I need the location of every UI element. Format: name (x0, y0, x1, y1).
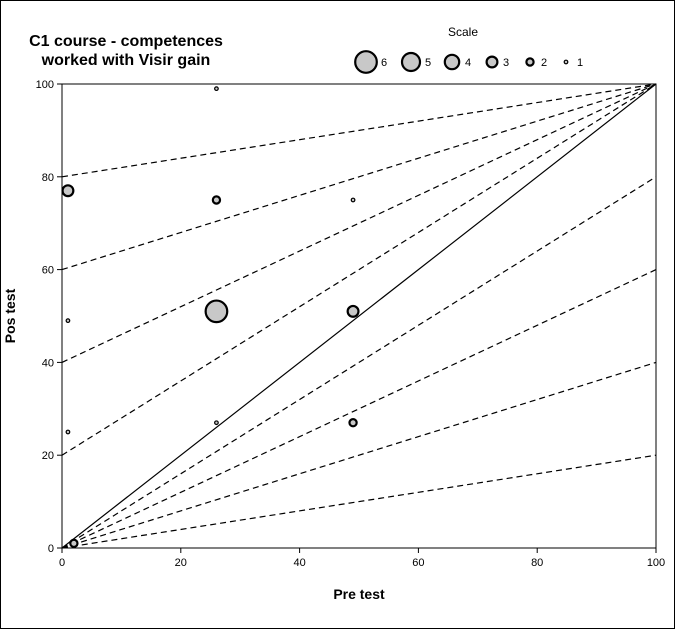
legend-marker-5 (400, 51, 422, 73)
legend-marker-3 (485, 55, 499, 69)
legend-label-6: 6 (381, 57, 387, 69)
x-tick-label-1: 20 (175, 557, 187, 569)
data-point-4 (211, 195, 222, 205)
x-axis-label: Pre test (333, 586, 385, 602)
y-tick-label-5: 100 (36, 79, 54, 91)
legend-label-4: 4 (465, 57, 471, 69)
legend-marker-2 (525, 57, 535, 67)
data-point-3 (214, 86, 219, 92)
y-tick-label-0: 0 (48, 543, 54, 555)
gain-line-upper-3 (61, 83, 657, 456)
gain-line-lower-0 (61, 176, 657, 549)
data-point-8 (346, 304, 360, 318)
legend-marker-4 (443, 53, 461, 71)
identity-line (61, 83, 657, 549)
legend-label-3: 3 (503, 57, 509, 69)
data-point-5 (204, 299, 229, 324)
y-axis-label: Pos test (2, 288, 18, 343)
data-point-9 (348, 418, 358, 428)
y-tick-label-2: 40 (42, 357, 54, 369)
chart-title: C1 course - competences worked with Visi… (6, 32, 246, 70)
legend-label-5: 5 (425, 57, 431, 69)
legend-label-2: 2 (541, 57, 547, 69)
chart-title-line-1: C1 course - competences (29, 33, 223, 50)
legend-label-1: 1 (577, 57, 583, 69)
chart-title-line-2: worked with Visir gain (41, 52, 211, 69)
data-point-10 (69, 538, 79, 549)
y-tick-label-4: 80 (42, 172, 54, 184)
x-tick-label-5: 100 (647, 557, 665, 569)
x-tick-label-4: 80 (531, 557, 543, 569)
y-tick-label-1: 20 (42, 450, 54, 462)
gain-line-upper-2 (61, 83, 657, 363)
data-point-1 (65, 318, 71, 324)
x-tick-label-2: 40 (293, 557, 305, 569)
legend-marker-6 (354, 50, 378, 74)
y-tick-label-3: 60 (42, 265, 54, 277)
plot-area (61, 83, 657, 549)
x-tick-label-3: 60 (412, 557, 424, 569)
gain-line-lower-2 (61, 361, 657, 549)
legend-marker-1 (563, 59, 569, 65)
data-point-0 (61, 184, 75, 198)
data-point-6 (214, 420, 219, 426)
gain-line-lower-3 (61, 454, 657, 549)
gain-line-upper-0 (61, 83, 657, 178)
legend-title: Scale (448, 25, 479, 39)
data-point-2 (65, 429, 71, 435)
x-tick-label-0: 0 (59, 557, 65, 569)
data-point-7 (350, 197, 356, 203)
gain-line-upper-1 (61, 83, 657, 271)
